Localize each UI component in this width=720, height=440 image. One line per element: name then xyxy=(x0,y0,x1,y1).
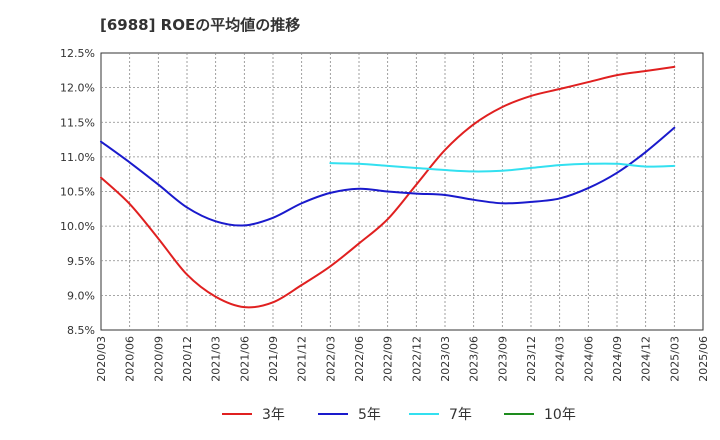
chart-title: [6988] ROEの平均値の推移 xyxy=(100,16,300,34)
x-tick-label: 2022/12 xyxy=(410,336,423,382)
x-tick-label: 2023/03 xyxy=(439,336,452,382)
x-tick-label: 2021/12 xyxy=(296,336,309,382)
y-tick-label: 10.0% xyxy=(60,220,95,233)
legend-label: 10年 xyxy=(544,407,576,423)
legend-label: 5年 xyxy=(358,407,381,423)
x-tick-label: 2020/06 xyxy=(124,336,137,382)
x-tick-label: 2021/03 xyxy=(210,336,223,382)
series-line-2 xyxy=(100,126,676,227)
x-tick-label: 2021/06 xyxy=(238,336,251,382)
legend-label: 7年 xyxy=(449,407,472,423)
plot-area xyxy=(100,52,704,331)
x-tick-label: 2023/06 xyxy=(468,336,481,382)
y-tick-label: 9.0% xyxy=(67,289,95,302)
y-tick-label: 11.0% xyxy=(60,151,95,164)
x-tick-label: 2025/03 xyxy=(668,336,681,382)
x-tick-label: 2021/09 xyxy=(267,336,280,382)
x-tick-label: 2022/06 xyxy=(353,336,366,382)
x-tick-label: 2020/12 xyxy=(181,336,194,382)
y-tick-label: 12.5% xyxy=(60,47,95,60)
series-lines xyxy=(100,65,676,309)
y-tick-label: 10.5% xyxy=(60,186,95,199)
y-tick-label: 11.5% xyxy=(60,116,95,129)
y-tick-label: 9.5% xyxy=(67,255,95,268)
legend-label: 3年 xyxy=(262,407,285,423)
x-tick-label: 2024/12 xyxy=(640,336,653,382)
series-line-1 xyxy=(100,65,676,309)
legend: 3年 5年 7年 10年 xyxy=(222,407,576,423)
x-tick-label: 2022/03 xyxy=(324,336,337,382)
x-tick-label: 2024/03 xyxy=(554,336,567,382)
x-tick-label: 2022/09 xyxy=(382,336,395,382)
x-tick-label: 2023/09 xyxy=(496,336,509,382)
y-axis-ticks: 12.5% 12.0% 11.5% 11.0% 10.5% 10.0% 9.5% 9.0% 8.… xyxy=(60,47,95,337)
x-axis-ticks: 2020/03 2020/06 2020/09 2020/12 2021/03 2021/… xyxy=(95,336,710,382)
x-tick-label: 2025/06 xyxy=(697,336,710,382)
x-tick-label: 2023/12 xyxy=(525,336,538,382)
x-tick-label: 2020/09 xyxy=(152,336,165,382)
series-line-3 xyxy=(329,162,676,173)
x-tick-label: 2024/09 xyxy=(611,336,624,382)
y-tick-label: 12.0% xyxy=(60,82,95,95)
x-tick-label: 2020/03 xyxy=(95,336,108,382)
x-tick-label: 2024/06 xyxy=(582,336,595,382)
y-tick-label: 8.5% xyxy=(67,324,95,337)
